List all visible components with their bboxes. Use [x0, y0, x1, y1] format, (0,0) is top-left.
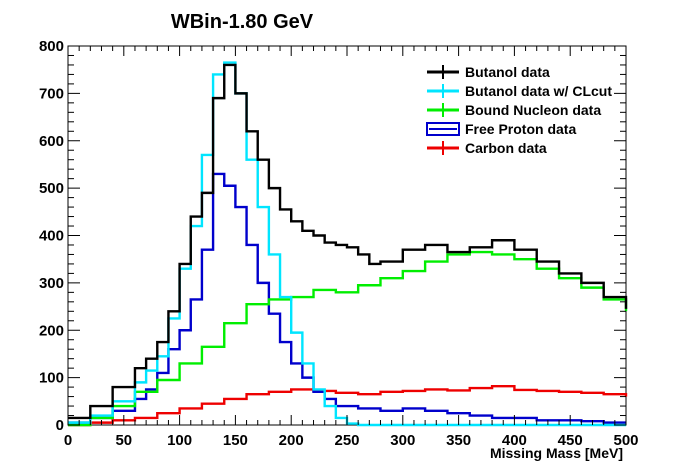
legend-label: Butanol data	[465, 64, 550, 80]
x-tick-label: 300	[390, 432, 415, 449]
legend-entry: Free Proton data	[426, 121, 576, 137]
x-tick-label: 400	[502, 432, 527, 449]
x-tick-label: 250	[334, 432, 359, 449]
y-tick-label: 400	[39, 228, 64, 245]
chart-title: WBin-1.80 GeV	[171, 11, 314, 33]
series-line-2	[68, 250, 628, 427]
legend-entry: Bound Nucleon data	[427, 102, 601, 118]
legend-entry: Butanol data w/ CLcut	[427, 83, 612, 99]
legend-entry: Butanol data	[427, 64, 550, 80]
x-tick-label: 500	[613, 432, 638, 449]
series-line-0	[68, 63, 628, 420]
y-tick-label: 0	[56, 417, 64, 434]
x-tick-label: 0	[64, 432, 72, 449]
legend-label: Butanol data w/ CLcut	[465, 83, 612, 99]
y-tick-label: 700	[39, 85, 64, 102]
x-tick-label: 150	[223, 432, 248, 449]
y-tick-label: 800	[39, 38, 64, 55]
y-tick-label: 500	[39, 180, 64, 197]
legend-label: Free Proton data	[465, 121, 576, 137]
y-tick-label: 100	[39, 370, 64, 387]
series-line-4	[68, 384, 628, 427]
legend-box-swatch	[426, 122, 460, 136]
legend-label: Carbon data	[465, 140, 547, 156]
x-tick-label: 350	[446, 432, 471, 449]
x-tick-label: 200	[279, 432, 304, 449]
y-tick-label: 200	[39, 322, 64, 339]
series-line-3	[68, 172, 626, 424]
legend-label: Bound Nucleon data	[465, 102, 601, 118]
y-tick-label: 600	[39, 133, 64, 150]
legend-entry: Carbon data	[427, 140, 547, 156]
x-axis-title: Missing Mass [MeV]	[490, 445, 623, 461]
x-tick-label: 450	[558, 432, 583, 449]
x-tick-label: 50	[115, 432, 132, 449]
y-tick-label: 300	[39, 275, 64, 292]
x-tick-label: 100	[167, 432, 192, 449]
